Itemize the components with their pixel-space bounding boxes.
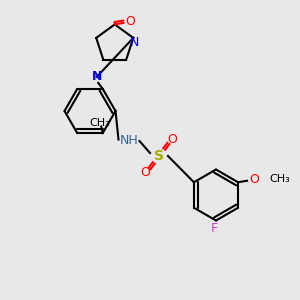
Text: O: O (168, 133, 177, 146)
Text: S: S (154, 149, 164, 163)
Text: O: O (125, 15, 135, 28)
Text: O: O (141, 166, 150, 179)
Text: F: F (211, 221, 218, 235)
Text: CH₃: CH₃ (270, 174, 290, 184)
Text: NH: NH (120, 134, 138, 148)
Text: N: N (92, 70, 102, 83)
Text: CH₃: CH₃ (89, 118, 110, 128)
Text: O: O (250, 173, 260, 186)
Text: N: N (130, 36, 140, 49)
